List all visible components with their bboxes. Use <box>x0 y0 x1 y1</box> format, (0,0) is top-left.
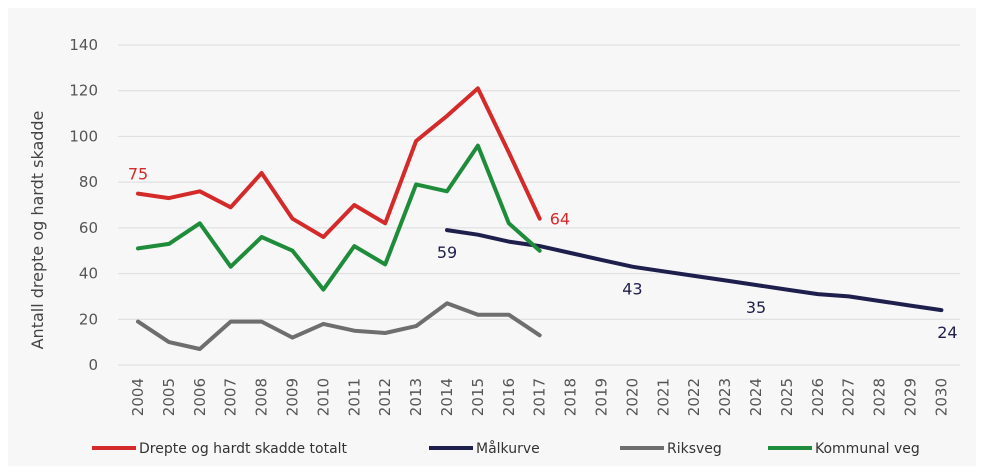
x-tick-label: 2022 <box>685 378 703 416</box>
y-tick-label: 60 <box>79 219 98 237</box>
x-tick-label: 2004 <box>129 378 147 416</box>
x-tick-label: 2029 <box>902 378 920 416</box>
y-tick-label: 140 <box>69 36 98 54</box>
x-tick-label: 2030 <box>932 378 950 416</box>
y-tick-label: 40 <box>79 265 98 283</box>
x-tick-label: 2007 <box>222 378 240 416</box>
x-tick-label: 2024 <box>747 378 765 416</box>
x-tick-label: 2005 <box>160 378 178 416</box>
x-tick-label: 2020 <box>623 378 641 416</box>
x-tick-label: 2016 <box>500 378 518 416</box>
data-label: 35 <box>746 298 766 317</box>
x-tick-label: 2014 <box>438 378 456 416</box>
data-label: 43 <box>622 280 642 299</box>
legend-label: Målkurve <box>476 440 540 457</box>
x-tick-label: 2006 <box>191 378 209 416</box>
legend-label: Drepte og hardt skadde totalt <box>139 441 348 457</box>
x-tick-label: 2008 <box>253 378 271 416</box>
y-tick-label: 0 <box>88 356 98 374</box>
x-tick-label: 2023 <box>716 378 734 416</box>
x-axis-ticks: 2004 2005 2006 2007 2008 2009 2010 2011 2012 2013… <box>129 378 950 416</box>
x-tick-label: 2028 <box>871 378 889 416</box>
data-label: 64 <box>550 210 570 229</box>
x-tick-label: 2027 <box>840 378 858 416</box>
x-tick-label: 2009 <box>284 378 302 416</box>
series-line-2 <box>136 301 542 351</box>
y-axis-ticks: 0 20 40 60 80 100 120 140 <box>69 36 98 374</box>
data-label: 24 <box>937 323 957 342</box>
x-tick-label: 2010 <box>314 378 332 416</box>
x-tick-label: 2021 <box>654 378 672 416</box>
x-tick-label: 2025 <box>778 378 796 416</box>
series-line-0 <box>136 86 542 239</box>
series-lines <box>136 86 944 351</box>
x-tick-label: 2017 <box>531 378 549 416</box>
x-tick-label: 2018 <box>562 378 580 416</box>
grid-lines <box>118 44 960 366</box>
y-axis-label: Antall drepte og hardt skadde <box>28 111 47 350</box>
series-line-3 <box>136 143 542 292</box>
x-tick-label: 2011 <box>345 378 363 416</box>
x-tick-label: 2026 <box>809 378 827 416</box>
series-line-1 <box>445 228 944 313</box>
data-annotations: 75 64 59 43 35 24 <box>128 165 958 343</box>
y-tick-label: 120 <box>69 82 98 100</box>
legend-label: Riksveg <box>667 441 722 457</box>
y-tick-label: 100 <box>69 127 98 145</box>
y-tick-label: 80 <box>79 173 98 191</box>
legend-label: Kommunal veg <box>815 441 920 457</box>
x-tick-label: 2019 <box>593 378 611 416</box>
y-tick-label: 20 <box>79 310 98 328</box>
legend: Drepte og hardt skadde totalt Målkurve Rik… <box>92 440 920 457</box>
x-tick-label: 2015 <box>469 378 487 416</box>
x-tick-label: 2013 <box>407 378 425 416</box>
data-label: 59 <box>437 243 457 262</box>
x-tick-label: 2012 <box>376 378 394 416</box>
data-label: 75 <box>128 165 148 184</box>
